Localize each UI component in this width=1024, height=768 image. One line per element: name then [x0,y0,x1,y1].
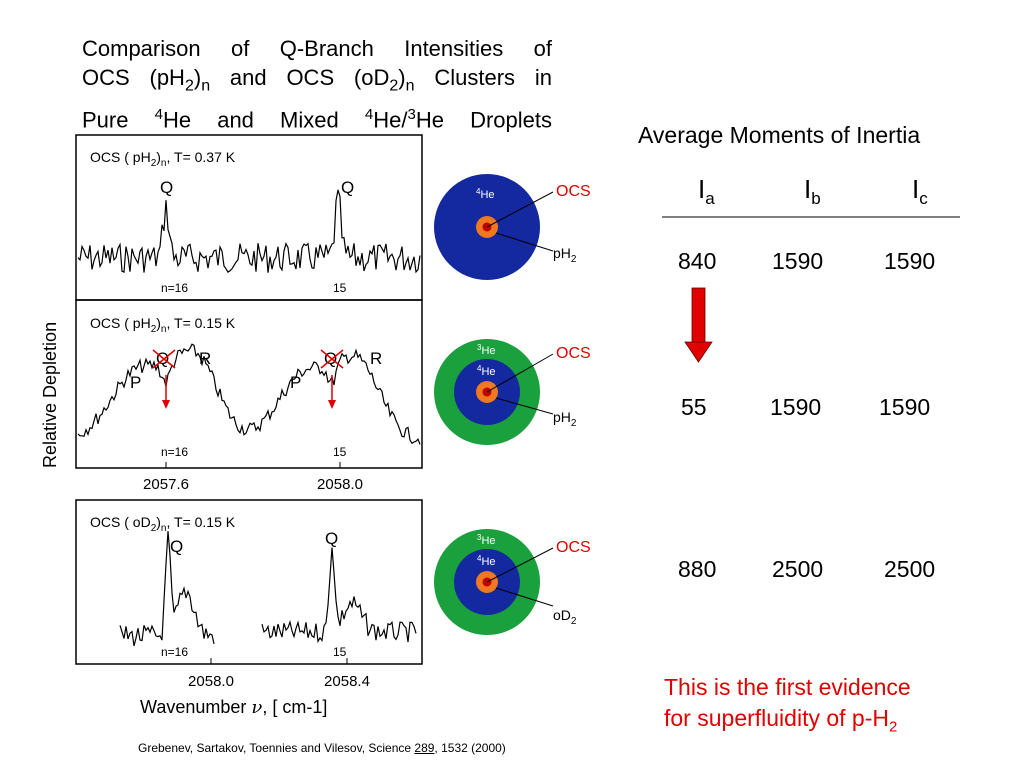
droplet-3-leader-ocs [486,547,554,583]
title-line-3: Pure 4He and Mixed 4He/3He Droplets [82,106,552,133]
panel-3-n15: 15 [333,645,347,659]
depletion-arrow-head-1 [162,400,170,409]
table-title: Average Moments of Inertia [638,122,921,148]
citation-volume: 289 [414,741,435,755]
panel-2-n16: n=16 [161,445,188,459]
panel-1-peak-q1: Q [160,178,173,197]
conclusion-note: This is the first evidence for superflui… [664,672,911,743]
table-row-2-ic: 1590 [879,394,931,420]
droplet-2-ocs-label: OCS [556,345,591,362]
panel-2-peak-p2: P [290,373,301,392]
droplet-1-leader-ocs [486,191,554,228]
droplet-3-inner-label: 4He [477,554,496,568]
table-row-2-ia: 55 [681,394,707,420]
droplet-2-leader-mol [495,397,554,415]
panel-2-tick-label-2: 2058.0 [317,476,363,493]
droplet-2-leader-ocs [486,353,554,393]
table-row-1-ic: 1590 [884,248,936,274]
title-line-2: OCS (pH2)n and OCS (oD2)n Clusters in [82,65,552,95]
q-crossout-2b [320,349,344,369]
panel-2-tick-label-1: 2057.6 [143,476,189,493]
q-crossout-1b [152,349,176,369]
panel-3-tick-label-2: 2058.4 [324,673,370,690]
panel-2-label: OCS ( pH2)n, T= 0.15 K [90,315,236,335]
table-row-2-ib: 1590 [770,394,822,420]
spectrum-trace-3a [119,531,215,647]
droplet-3-leader-mol [495,587,554,607]
title-line-1: Comparison of Q-Branch Intensities of [82,36,552,61]
droplet-3-mol-label: oD2 [553,607,577,627]
droplet-1-ocs-label: OCS [556,183,591,200]
panel-2-frame [75,299,423,469]
panel-3-frame [75,499,423,665]
panel-1-label: OCS ( pH2)n, T= 0.37 K [90,149,236,169]
y-axis-label: Relative Depletion [40,322,60,468]
panel-1-n16: n=16 [161,281,188,295]
droplet-3-ocs-label: OCS [556,539,591,556]
table-header-ic: Ic [912,174,928,209]
slide-title: Comparison of Q-Branch Intensities of OC… [82,34,552,135]
citation-pages: , 1532 (2000) [434,741,506,755]
table-row-3-ia: 880 [678,556,717,582]
table-header-ia: Ia [698,174,715,209]
note-line-1: This is the first evidence [664,674,911,700]
x-axis-label: Wavenumber ν, [ cm-1] [140,697,327,718]
panel-3-n16: n=16 [161,645,188,659]
table-row-1-ia: 840 [678,248,717,274]
spectrum-trace-3b [261,547,417,644]
droplet-1-outer-label: 4He [476,187,495,201]
spectrum-trace-2 [77,343,421,445]
citation: Grebenev, Sartakov, Toennies and Vilesov… [138,741,506,755]
down-arrow-head [684,341,713,363]
panel-3-tick-label-1: 2058.0 [188,673,234,690]
panel-2-peak-r2: R [370,349,382,368]
table-header-ib: Ib [804,174,821,209]
droplet-3-outer-label: 3He [477,533,496,547]
droplet-2-mol-label: pH2 [553,409,577,429]
depletion-arrow-head-2 [328,400,336,409]
panel-2-peak-p1: P [130,373,141,392]
table-row-1-ib: 1590 [772,248,824,274]
panel-3-peak-q1: Q [170,537,183,556]
down-arrow-shaft [691,287,706,345]
panel-2-n15: 15 [333,445,347,459]
droplet-1-mol-label: pH2 [553,245,577,265]
note-line-2: for superfluidity of p-H2 [664,705,898,736]
panel-2-peak-r1: R [199,349,211,368]
spectrum-trace-1 [77,189,421,274]
panel-1-peak-q2: Q [341,178,354,197]
droplet-2-outer-label: 3He [477,343,496,357]
panel-3-label: OCS ( oD2)n, T= 0.15 K [90,514,236,534]
table-row-3-ic: 2500 [884,556,936,582]
droplet-2-inner-label: 4He [477,364,496,378]
panel-1-n15: 15 [333,281,347,295]
citation-authors: Grebenev, Sartakov, Toennies and Vilesov… [138,741,415,755]
table-row-3-ib: 2500 [772,556,824,582]
panel-3-peak-q2: Q [325,529,338,548]
droplet-1-leader-mol [495,232,554,252]
